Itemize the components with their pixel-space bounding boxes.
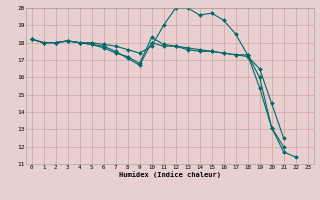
X-axis label: Humidex (Indice chaleur): Humidex (Indice chaleur) <box>119 171 220 178</box>
